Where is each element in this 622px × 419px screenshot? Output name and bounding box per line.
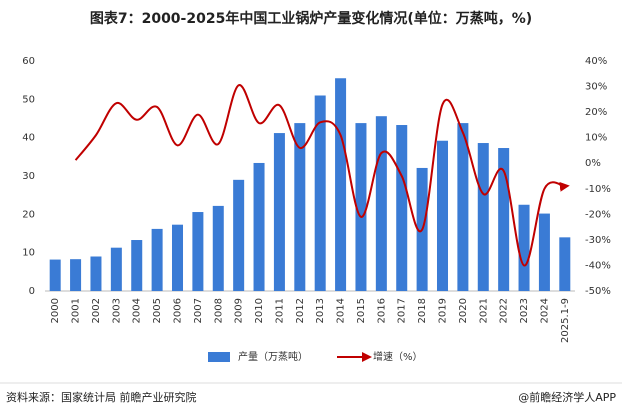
x-tick-label: 2021 (478, 298, 489, 323)
x-tick-label: 2009 (234, 298, 245, 323)
x-tick-label: 2007 (193, 298, 204, 323)
y-tick-label: 10 (22, 248, 35, 259)
x-tick-label: 2003 (111, 298, 122, 323)
y2-tick-label: 40% (585, 56, 607, 67)
x-tick-label: 2014 (336, 298, 347, 323)
bar (90, 256, 102, 291)
x-tick-label: 2002 (91, 298, 102, 323)
bar (355, 123, 367, 291)
x-tick-label: 2011 (274, 298, 285, 323)
bar (151, 228, 163, 291)
bar (171, 224, 184, 291)
chart-title: 图表7：2000-2025年中国工业锅炉产量变化情况(单位：万蒸吨，%) (90, 10, 532, 27)
source: 资料来源：国家统计局 前瞻产业研究院 (6, 390, 197, 404)
y2-tick-label: -20% (585, 209, 611, 220)
x-tick-label: 2005 (152, 298, 163, 323)
brand: @前瞻经济学人APP (518, 390, 616, 404)
x-tick-label: 2022 (499, 298, 510, 323)
legend-label: 增速（%） (373, 350, 423, 363)
x-tick-label: 2016 (376, 298, 387, 323)
x-tick-label: 2020 (458, 298, 469, 323)
x-tick-label: 2006 (173, 298, 184, 323)
x-tick-label: 2012 (295, 298, 306, 323)
y2-tick-label: -50% (585, 286, 611, 297)
bar (477, 143, 489, 291)
line (74, 84, 570, 267)
x-tick-label: 2013 (315, 298, 326, 323)
bar (335, 78, 347, 291)
y2-tick-label: -30% (585, 235, 611, 246)
x-tick-label: 2008 (213, 298, 224, 323)
bar (49, 259, 61, 291)
x-tick-label: 2001 (71, 298, 82, 323)
y2-tick-label: 30% (585, 82, 607, 93)
bar (273, 133, 285, 291)
bar (498, 148, 510, 291)
bar (436, 140, 449, 291)
y-tick-label: 50 (22, 94, 35, 105)
y2-tick-label: 10% (585, 133, 607, 144)
x-tick-label: 2004 (132, 298, 143, 323)
y-tick-label: 30 (22, 171, 35, 182)
bar (375, 116, 387, 291)
bar (233, 179, 245, 291)
bar (110, 247, 122, 291)
y-tick-label: 20 (22, 209, 35, 220)
y2-tick-label: 0% (585, 158, 601, 169)
bar (212, 205, 224, 291)
x-tick-label: 2023 (519, 298, 530, 323)
y-tick-label: 40 (22, 133, 35, 144)
y-tick-label: 0 (29, 286, 35, 297)
y2-tick-label: 20% (585, 107, 607, 118)
y2-tick-label: -40% (585, 260, 611, 271)
bar (396, 125, 408, 292)
y-tick-label: 60 (22, 56, 35, 67)
x-tick-label: 2019 (438, 298, 449, 323)
bar (131, 240, 143, 291)
x-tick-label: 2015 (356, 298, 367, 323)
y2-tick-label: -10% (585, 184, 611, 195)
x-tick-label: 2024 (539, 298, 550, 323)
x-tick-label: 2010 (254, 298, 265, 323)
x-tick-label: 2000 (50, 298, 61, 323)
x-tick-label: 2017 (397, 298, 408, 323)
bar (253, 162, 265, 291)
bar (70, 259, 82, 291)
bar (518, 204, 530, 291)
x-tick-label: 2025.1-9 (560, 298, 571, 343)
legend-label: 产量（万蒸吨） (238, 350, 308, 363)
legend-swatch (208, 352, 230, 362)
bar (294, 123, 306, 291)
bar (538, 213, 550, 291)
x-tick-label: 2018 (417, 298, 428, 323)
bar (192, 212, 204, 291)
bar (314, 95, 326, 291)
bar (559, 237, 571, 291)
bar (457, 123, 469, 291)
